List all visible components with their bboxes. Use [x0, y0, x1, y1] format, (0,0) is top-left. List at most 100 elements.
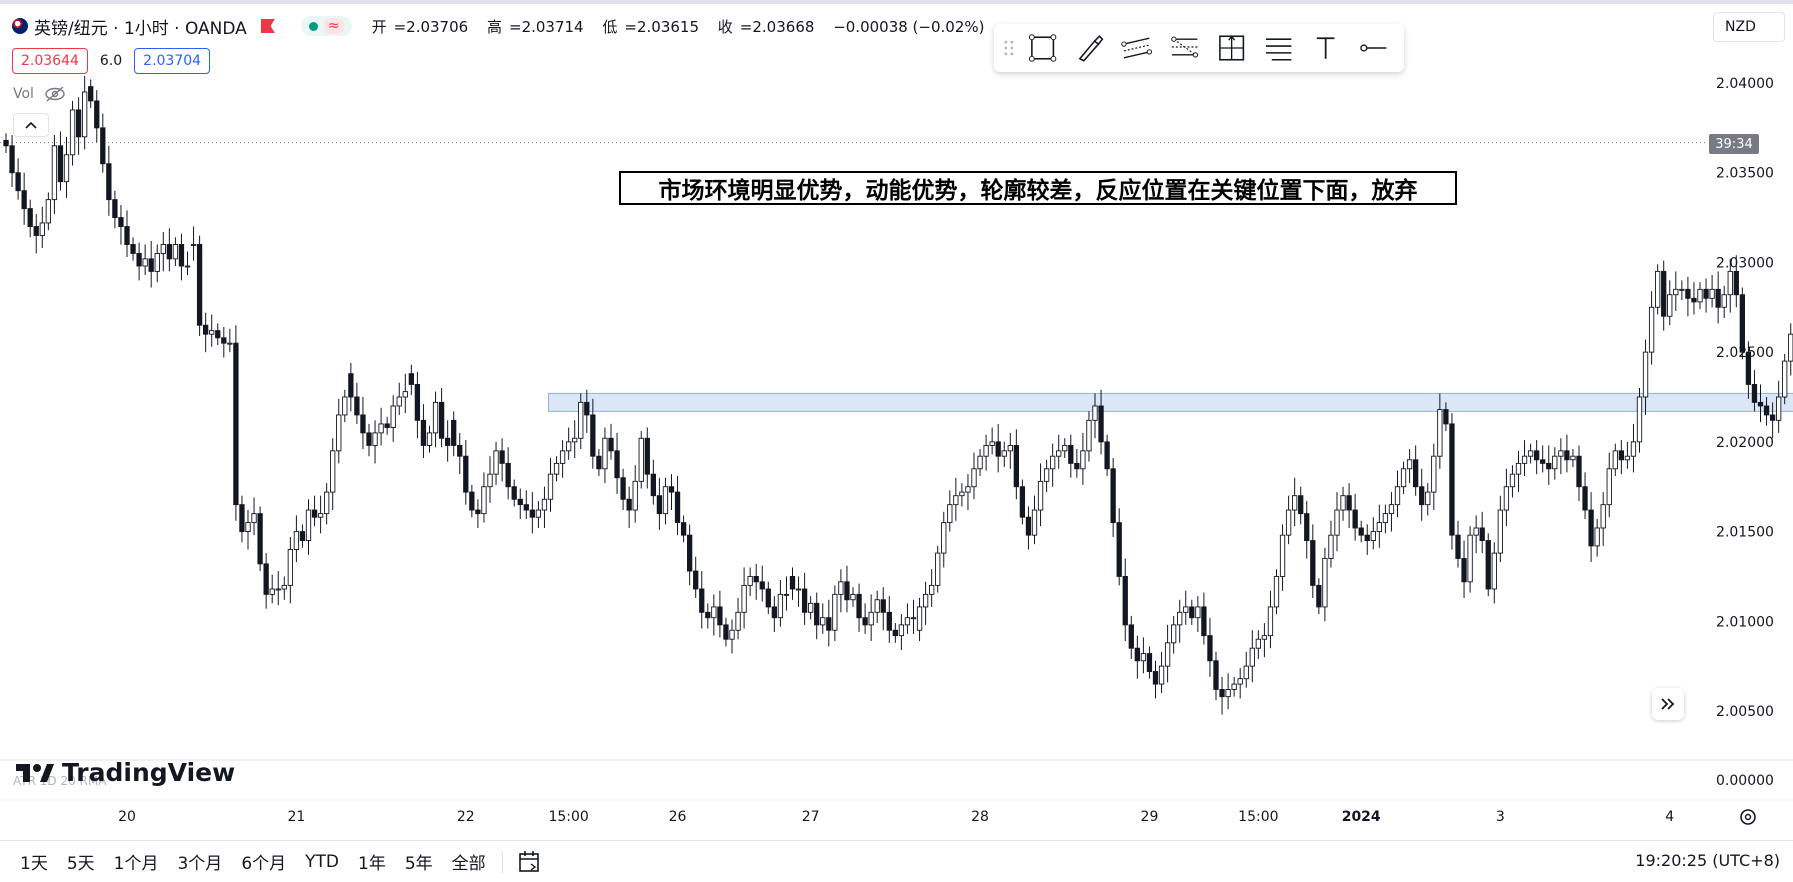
candle-body: [1382, 513, 1389, 524]
candle-body: [487, 473, 493, 488]
eye-off-icon[interactable]: [44, 86, 66, 102]
gbp-flag-icon: [12, 18, 28, 34]
rectangle-tool-icon[interactable]: [1026, 31, 1059, 65]
candle-body: [1703, 288, 1709, 299]
range-ytd-button[interactable]: YTD: [305, 851, 339, 872]
candle-body: [239, 504, 245, 533]
go-to-date-icon[interactable]: [517, 849, 543, 875]
y-axis-tick-label: 2.00500: [1716, 704, 1774, 720]
range-1d-button[interactable]: 1天: [20, 854, 48, 874]
candle-body: [668, 486, 675, 493]
candle-body: [935, 552, 941, 586]
candle-body: [983, 444, 989, 457]
candle-body: [1691, 297, 1697, 303]
candle-body: [1594, 527, 1600, 547]
sell-price-button[interactable]: 2.03644: [12, 48, 88, 74]
flag-marker-icon[interactable]: [260, 19, 275, 33]
drag-handle-icon[interactable]: [1002, 38, 1016, 58]
market-status-pill[interactable]: ≈: [300, 16, 352, 36]
candle-body: [251, 513, 257, 524]
candle-body: [1533, 450, 1540, 461]
candle-body: [136, 253, 142, 267]
collapse-legend-button[interactable]: [13, 113, 49, 137]
candle-body: [892, 629, 899, 637]
x-axis-tick-label: 29: [1141, 809, 1159, 825]
candle-body: [366, 432, 372, 446]
range-1y-button[interactable]: 1年: [358, 854, 386, 874]
candle-body: [166, 244, 172, 260]
symbol-title[interactable]: 英镑/纽元 · 1小时 · OANDA: [34, 18, 247, 39]
candle-body: [844, 581, 850, 601]
candle-body: [795, 588, 802, 591]
candle-body: [1273, 575, 1280, 608]
range-all-button[interactable]: 全部: [451, 854, 486, 874]
range-5d-button[interactable]: 5天: [66, 854, 95, 874]
candle-body: [148, 258, 154, 272]
candle-body: [614, 450, 620, 479]
candle-body: [638, 437, 644, 482]
buy-price-button[interactable]: 2.03704: [134, 48, 211, 74]
candle-body: [801, 588, 808, 613]
candle-body: [1612, 450, 1618, 470]
brush-tool-icon[interactable]: [1073, 31, 1106, 65]
candle-body: [620, 477, 626, 500]
candle-body: [632, 480, 638, 511]
scroll-to-realtime-button[interactable]: [1652, 688, 1684, 720]
candle-body: [505, 462, 511, 488]
range-3m-button[interactable]: 3个月: [177, 854, 223, 874]
candle-body: [1521, 455, 1528, 464]
x-axis-tick-label: 15:00: [548, 809, 588, 825]
horizontal-ray-icon[interactable]: [1357, 31, 1390, 65]
x-axis-tick-label: 28: [971, 809, 989, 825]
chart-settings-icon[interactable]: [1740, 809, 1756, 825]
double-chevron-right-icon: [1661, 698, 1675, 710]
range-6m-button[interactable]: 6个月: [241, 854, 287, 874]
candle-body: [124, 226, 130, 245]
candle-body: [1310, 540, 1316, 586]
y-axis-tick-label: 2.02500: [1716, 345, 1774, 361]
y-axis-tick-label: 2.04000: [1716, 76, 1774, 92]
parallel-channel-icon[interactable]: [1120, 31, 1153, 65]
range-1m-button[interactable]: 1个月: [113, 854, 159, 874]
x-axis-tick-label: 3: [1496, 809, 1505, 825]
candle-body: [1600, 504, 1606, 529]
fib-retracement-icon[interactable]: [1168, 31, 1201, 65]
text-tool-icon[interactable]: [1309, 31, 1342, 65]
ohlc-close: 收 =2.03668: [717, 17, 815, 36]
candle-body: [39, 222, 45, 236]
chart-annotation-text[interactable]: 市场环境明显优势，动能优势，轮廓较差，反应位置在关键位置下面，放弃: [619, 171, 1457, 205]
candle-body: [414, 383, 421, 421]
x-axis-tick-label: 4: [1665, 809, 1674, 825]
candle-body: [1158, 665, 1165, 685]
key-level-zone[interactable]: [548, 392, 1793, 412]
candle-body: [517, 498, 523, 506]
clock-timezone[interactable]: 19:20:25 (UTC+8): [1635, 851, 1780, 870]
candle-body: [354, 396, 360, 416]
candle-body: [523, 504, 529, 511]
candle-body: [965, 486, 971, 493]
candle-body: [420, 419, 427, 446]
candle-body: [820, 617, 826, 626]
candle-body: [45, 199, 52, 224]
candle-body: [759, 581, 765, 590]
candle-body: [196, 244, 203, 326]
tradingview-logo[interactable]: TradingView: [16, 758, 235, 787]
measure-tool-icon[interactable]: [1215, 31, 1248, 65]
candle-body: [1340, 495, 1346, 511]
currency-selector[interactable]: NZD: [1713, 12, 1785, 42]
candle-body: [1618, 450, 1625, 461]
candle-body: [1261, 635, 1268, 640]
range-5y-button[interactable]: 5年: [404, 854, 433, 874]
ohlc-low: 低 =2.03615: [602, 17, 699, 36]
text-align-icon[interactable]: [1262, 31, 1295, 65]
candle-body: [372, 432, 378, 446]
candle-body: [1679, 288, 1685, 291]
candle-body: [989, 441, 995, 446]
candle-body: [941, 522, 947, 554]
candle-body: [910, 617, 917, 620]
candle-body: [1745, 351, 1752, 385]
candle-body: [1449, 423, 1455, 536]
price-chart[interactable]: 2.04000 2.03500 2.03000 2.02500 2.02000 2.015…: [0, 0, 1793, 840]
candle-body: [257, 513, 263, 565]
candle-body: [1201, 606, 1207, 637]
